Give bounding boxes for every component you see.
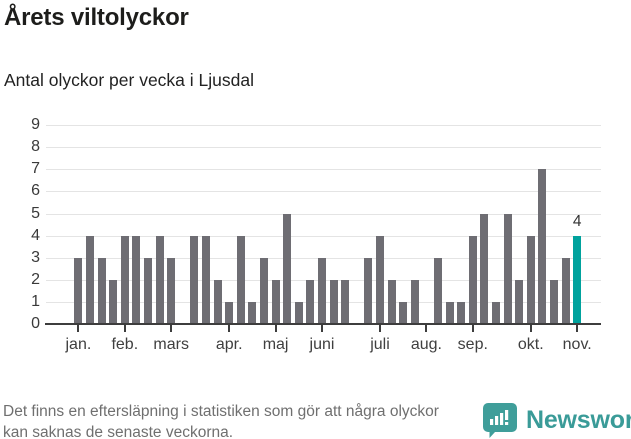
bar-week-35 (468, 235, 477, 324)
bar-week-17 (260, 257, 268, 324)
x-tick-nov (576, 325, 579, 332)
x-tick-label-jan: jan. (65, 336, 92, 353)
bar-week-41 (538, 169, 547, 324)
bar-week-11 (190, 235, 199, 324)
bar-week-29 (399, 301, 408, 324)
x-tick-juni (321, 325, 323, 332)
y-tick-label-8: 8 (31, 138, 40, 156)
x-tick-label-feb: feb. (111, 336, 139, 353)
x-axis-line (45, 323, 601, 325)
bar-week-13 (213, 279, 222, 324)
bar-week-12 (202, 235, 210, 324)
gridline-y7 (46, 169, 601, 171)
bar-week-14 (225, 301, 234, 324)
bar-week-8 (155, 235, 164, 324)
bar-week-20 (294, 301, 303, 324)
bar-week-40 (526, 235, 535, 324)
bar-week-38 (503, 213, 512, 324)
chart-subtitle: Antal olyckor per vecka i Ljusdal (4, 70, 254, 90)
x-tick-label-juli: juli (370, 336, 390, 353)
x-tick-label-aug: aug. (410, 336, 442, 353)
bar-week-21 (306, 279, 315, 324)
x-tick-label-maj: maj (262, 336, 289, 353)
x-tick-juli (379, 325, 381, 332)
bar-week-5 (120, 235, 129, 324)
bar-week-26 (364, 257, 373, 324)
gridline-y9 (46, 125, 601, 127)
y-tick-label-6: 6 (31, 182, 40, 200)
x-tick-mars (170, 325, 173, 332)
bar-week-39 (515, 279, 524, 324)
bar-week-36 (480, 213, 489, 324)
y-tick-label-4: 4 (31, 226, 40, 244)
gridline-y4 (46, 235, 601, 237)
bar-week-6 (132, 235, 141, 324)
newsworthy-logo-text: Newsworthy (526, 406, 631, 434)
bar-week-1 (74, 257, 83, 324)
footnote: Det finns en eftersläpning i statistiken… (3, 403, 439, 439)
bar-week-2 (86, 235, 94, 324)
bar-week-43 (561, 257, 570, 324)
bar-chart-plot-area: 0 1 2 3 4 5 6 7 8 9 jan. feb. mars apr. maj juni juli aug… (31, 116, 601, 353)
newsworthy-logo-icon (483, 403, 517, 438)
bar-week-7 (144, 257, 152, 324)
bar-week-42 (550, 279, 558, 324)
x-tick-sep (471, 325, 474, 332)
x-tick-label-apr: apr. (215, 336, 243, 353)
bar-week-30 (410, 279, 419, 324)
bar-week-23 (329, 279, 338, 324)
newsworthy-logo: Newsworthy (483, 403, 631, 438)
y-tick-label-5: 5 (31, 204, 40, 222)
x-tick-label-okt: okt. (517, 336, 544, 353)
bar-week-28 (387, 279, 396, 324)
highlight-value-label: 4 (572, 212, 582, 230)
y-tick-label-9: 9 (31, 116, 40, 134)
bar-week-33 (445, 301, 454, 324)
bar-week-37 (492, 301, 500, 324)
y-tick-label-0: 0 (31, 315, 40, 332)
x-tick-apr (228, 325, 231, 332)
x-tick-label-nov: nov. (562, 336, 592, 353)
bar-week-4 (109, 279, 118, 324)
bar-week-24 (341, 279, 350, 324)
bar-week-32 (434, 257, 442, 324)
x-tick-label-mars: mars (153, 336, 189, 353)
bar-week-22 (318, 257, 326, 324)
gridline-y6 (46, 191, 601, 193)
bar-week-15 (236, 235, 245, 324)
bar-week-44 (573, 235, 582, 324)
bar-week-34 (457, 301, 466, 324)
y-tick-label-1: 1 (31, 292, 40, 310)
bar-week-3 (97, 257, 106, 324)
gridline-y5 (46, 213, 601, 215)
bar-week-19 (283, 213, 292, 324)
bar-week-16 (248, 301, 257, 324)
gridline-y8 (46, 147, 601, 149)
bar-week-27 (376, 235, 384, 324)
x-tick-okt (529, 325, 532, 332)
x-tick-jan (77, 325, 80, 332)
y-tick-label-2: 2 (31, 270, 40, 288)
x-tick-label-juni: juni (309, 336, 335, 353)
bar-week-18 (271, 279, 280, 324)
y-tick-label-3: 3 (31, 248, 40, 266)
x-tick-aug (425, 325, 428, 332)
x-tick-maj (274, 325, 277, 332)
y-tick-label-7: 7 (31, 160, 40, 178)
chart-title: Årets viltolyckor (4, 4, 189, 31)
x-tick-label-sep: sep. (457, 336, 488, 353)
x-tick-feb (123, 325, 126, 332)
bar-week-9 (167, 257, 176, 324)
